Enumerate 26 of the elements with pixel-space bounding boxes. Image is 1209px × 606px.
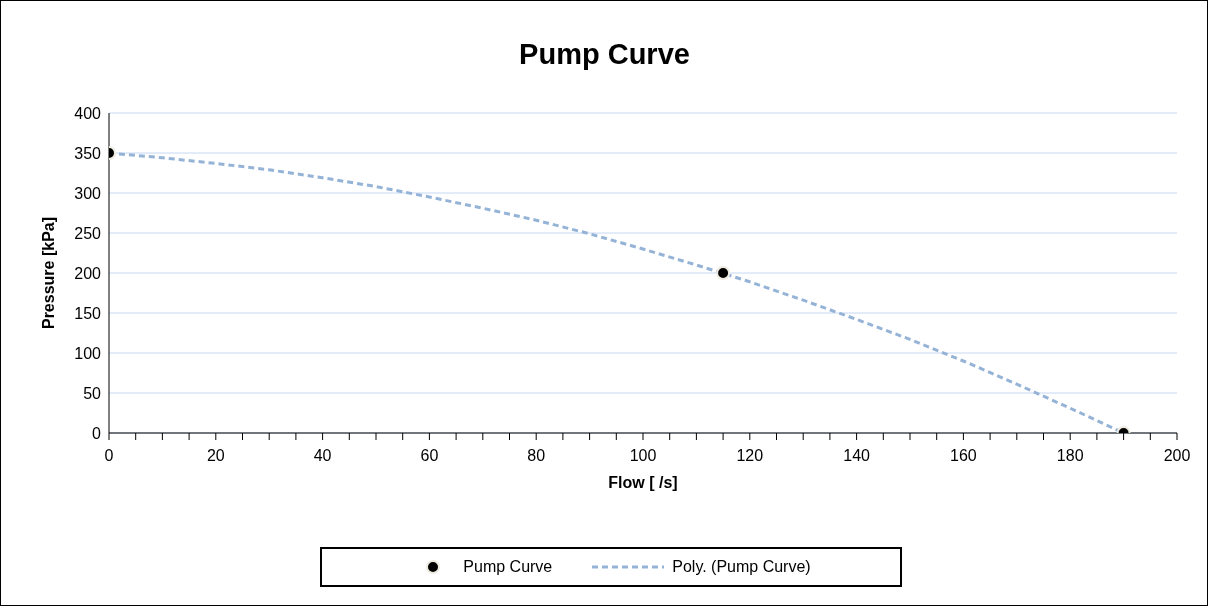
y-tick-label: 400 — [74, 104, 102, 122]
x-tick-label: 40 — [313, 447, 332, 465]
x-tick-label: 20 — [206, 447, 225, 465]
x-tick-label: 60 — [420, 447, 439, 465]
point — [716, 266, 731, 280]
x-tick-label: 100 — [629, 447, 657, 465]
legend-label: Poly. (Pump Curve) — [672, 558, 811, 576]
x-tick-label: 180 — [1056, 447, 1084, 465]
y-tick-label: 100 — [74, 344, 102, 362]
y-tick-label: 350 — [74, 144, 102, 162]
x-axis-title: Flow [ /s] — [608, 474, 678, 491]
y-tick-label: 0 — [92, 424, 102, 442]
legend-label: Pump Curve — [463, 558, 553, 576]
y-tick-label: 200 — [74, 264, 102, 282]
y-tick-label: 300 — [74, 184, 102, 202]
x-tick-label: 140 — [843, 447, 871, 465]
chart-title: Pump Curve — [518, 38, 691, 71]
y-axis-title: Pressure [kPa] — [39, 216, 57, 330]
x-tick-label: 160 — [950, 447, 977, 465]
x-tick-label: 120 — [736, 447, 764, 465]
y-tick-label: 150 — [74, 304, 102, 322]
x-tick-label: 80 — [527, 447, 546, 465]
x-tick-label: 0 — [104, 447, 114, 465]
x-tick-label: 200 — [1163, 447, 1191, 465]
y-tick-label: 50 — [83, 384, 102, 402]
y-tick-label: 250 — [74, 224, 102, 242]
